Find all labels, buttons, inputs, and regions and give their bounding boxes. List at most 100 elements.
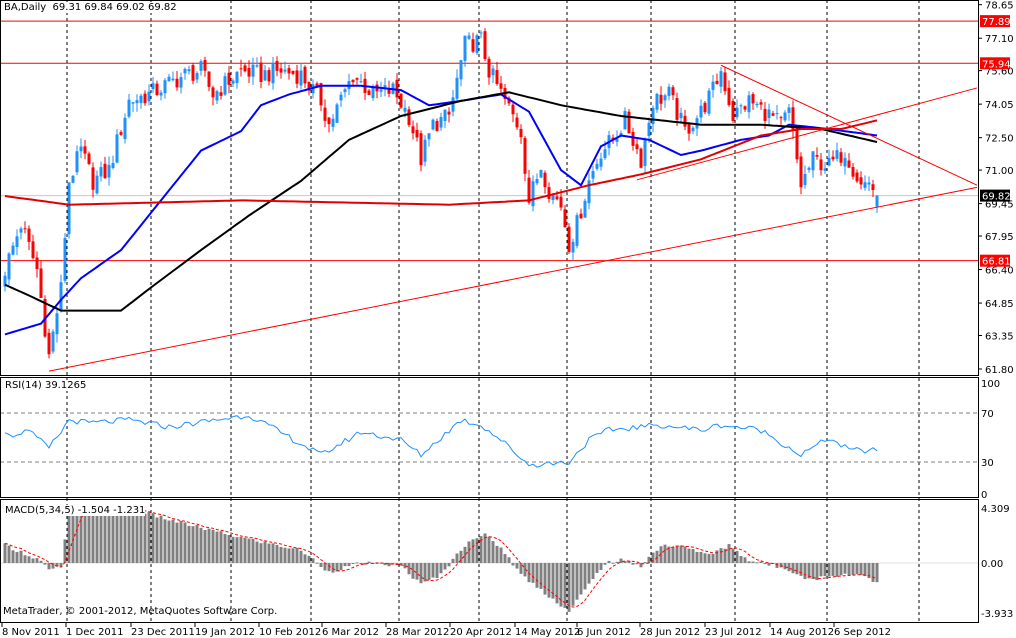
macd-histogram-bar bbox=[531, 563, 535, 583]
macd-histogram-bar bbox=[563, 563, 567, 608]
candle-body bbox=[523, 138, 527, 174]
macd-histogram-bar bbox=[875, 563, 879, 583]
candle-body bbox=[279, 68, 283, 73]
level-price-badge: 75.94 bbox=[982, 59, 1011, 70]
candle-body bbox=[719, 71, 723, 87]
candle-body bbox=[587, 180, 591, 204]
rsi-axis-label: 70 bbox=[981, 409, 994, 420]
macd-histogram-bar bbox=[423, 563, 427, 582]
candle-body bbox=[707, 90, 711, 114]
macd-histogram-bar bbox=[451, 558, 455, 563]
candle-body bbox=[251, 64, 255, 77]
candle-body bbox=[855, 172, 859, 182]
macd-histogram-bar bbox=[859, 563, 863, 576]
macd-histogram-bar bbox=[167, 520, 171, 563]
candle-body bbox=[191, 65, 195, 81]
trend-line bbox=[636, 87, 978, 181]
macd-histogram-bar bbox=[723, 548, 727, 563]
macd-histogram-bar bbox=[623, 561, 627, 563]
candle-body bbox=[7, 253, 11, 280]
macd-histogram-bar bbox=[747, 561, 751, 563]
macd-histogram-bar bbox=[399, 563, 403, 566]
candle-body bbox=[223, 76, 227, 95]
macd-histogram-bar bbox=[515, 563, 519, 569]
candle-body bbox=[335, 104, 339, 123]
macd-histogram-bar bbox=[327, 563, 331, 572]
rsi-axis-label: 100 bbox=[981, 379, 1000, 390]
candle-body bbox=[359, 81, 363, 83]
macd-histogram-bar bbox=[675, 545, 679, 563]
candle-body bbox=[615, 138, 619, 142]
candle-body bbox=[563, 209, 567, 228]
copyright-text: MetaTrader, © 2001-2012, MetaQuotes Soft… bbox=[3, 606, 278, 617]
candle-body bbox=[379, 89, 383, 92]
candle-body bbox=[735, 107, 739, 118]
macd-histogram-bar bbox=[583, 563, 587, 590]
candle-body bbox=[603, 149, 607, 159]
candle-body bbox=[215, 91, 219, 101]
macd-histogram-bar bbox=[199, 527, 203, 563]
candle-body bbox=[663, 95, 667, 101]
macd-histogram-bar bbox=[579, 563, 583, 595]
macd-histogram-bar bbox=[779, 563, 783, 568]
candle-body bbox=[691, 127, 695, 132]
macd-histogram-bar bbox=[519, 563, 523, 574]
macd-histogram-bar bbox=[111, 508, 115, 563]
macd-histogram-bar bbox=[551, 563, 555, 599]
macd-histogram-bar bbox=[511, 563, 515, 566]
time-axis-label: 8 Nov 2011 bbox=[2, 627, 60, 638]
candle-body bbox=[227, 72, 231, 85]
candle-body bbox=[95, 175, 99, 194]
candle-body bbox=[183, 68, 187, 74]
candle-body bbox=[127, 99, 131, 117]
macd-histogram-bar bbox=[699, 551, 703, 563]
macd-histogram-bar bbox=[395, 563, 399, 564]
candle-body bbox=[483, 31, 487, 60]
level-price-badge: 66.81 bbox=[982, 257, 1011, 268]
candle-body bbox=[571, 241, 575, 253]
candle-body bbox=[803, 173, 807, 186]
time-axis-label: 23 Jul 2012 bbox=[705, 627, 762, 638]
macd-histogram-bar bbox=[223, 534, 227, 563]
macd-histogram-bar bbox=[59, 563, 63, 567]
macd-histogram-bar bbox=[471, 539, 475, 563]
candle-body bbox=[727, 87, 731, 106]
macd-histogram-bar bbox=[247, 538, 251, 563]
candle-body bbox=[671, 87, 675, 96]
candle-body bbox=[771, 113, 775, 116]
price-axis-label: 61.80 bbox=[985, 365, 1014, 376]
candle-body bbox=[147, 91, 151, 102]
price-axis-label: 78.65 bbox=[985, 1, 1014, 12]
chart-header: BA,Daily 69.31 69.84 69.02 69.82 bbox=[4, 2, 177, 13]
candle-body bbox=[395, 79, 399, 98]
moving-average-line bbox=[4, 119, 878, 206]
macd-histogram-bar bbox=[871, 563, 875, 582]
candle-body bbox=[271, 62, 275, 84]
price-axis-label: 74.05 bbox=[985, 100, 1014, 111]
macd-histogram-bar bbox=[43, 563, 47, 565]
candle-body bbox=[71, 175, 75, 183]
candle-body bbox=[655, 93, 659, 110]
macd-histogram-bar bbox=[23, 555, 27, 563]
candle-body bbox=[239, 68, 243, 70]
candle-body bbox=[199, 61, 203, 71]
macd-histogram-bar bbox=[135, 510, 139, 563]
candle-body bbox=[23, 228, 27, 230]
price-axis-label: 64.85 bbox=[985, 299, 1014, 310]
macd-histogram-bar bbox=[447, 563, 451, 567]
macd-histogram-bar bbox=[275, 544, 279, 563]
macd-histogram-bar bbox=[203, 530, 207, 563]
macd-histogram-bar bbox=[839, 563, 843, 576]
trend-line bbox=[720, 64, 978, 186]
macd-histogram-bar bbox=[691, 548, 695, 563]
macd-histogram-bar bbox=[435, 563, 439, 579]
macd-histogram-bar bbox=[495, 545, 499, 563]
candle-body bbox=[135, 100, 139, 104]
macd-histogram-bar bbox=[31, 558, 35, 563]
candle-body bbox=[303, 66, 307, 84]
level-price-badge: 77.89 bbox=[982, 17, 1011, 28]
candle-body bbox=[559, 196, 563, 208]
candle-body bbox=[423, 139, 427, 162]
moving-average-line bbox=[4, 91, 878, 312]
